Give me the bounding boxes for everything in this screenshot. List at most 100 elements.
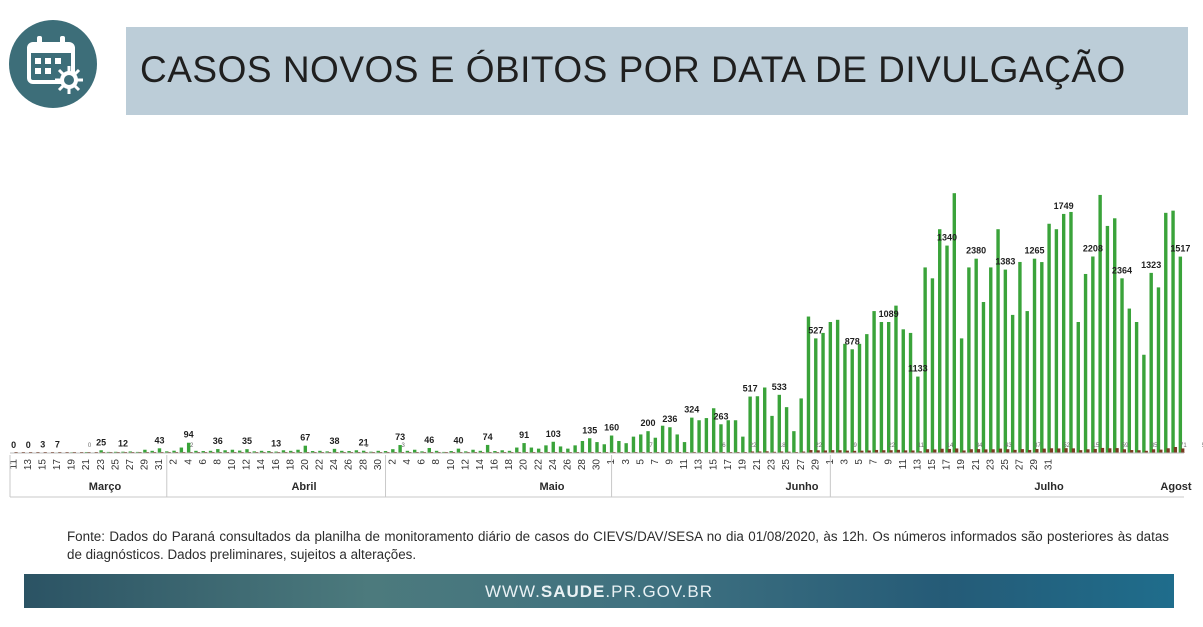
cases-bar [799,398,803,453]
x-tick-label: 4 [402,459,413,465]
cases-bar [471,449,475,453]
deaths-bar [838,450,842,453]
deaths-data-label: 15 [1093,443,1100,449]
cases-bar [106,451,111,453]
cases-bar [128,451,133,453]
x-tick-label: 22 [315,459,326,471]
cases-data-label: 1265 [1025,246,1045,256]
deaths-data-label: 37 [1034,443,1041,449]
deaths-bar [1035,449,1039,453]
cases-data-label: 324 [684,405,699,415]
cases-bar [267,451,271,453]
x-tick-label: 10 [446,459,457,471]
cases-data-label: 1749 [1054,201,1074,211]
cases-bar [442,451,446,453]
deaths-bar [1006,449,1010,453]
x-tick-label: 13 [912,459,923,471]
deaths-bar [940,448,944,453]
cases-bar [741,436,745,454]
x-tick-label: 25 [110,459,121,471]
deaths-bar [831,450,835,453]
cases-bar [748,396,752,453]
deaths-data-label: 2 [190,443,194,449]
cases-bar [230,449,235,453]
cases-bar [464,451,468,453]
deaths-bar [1115,448,1119,453]
cases-bar [646,431,650,453]
cases-bar [755,396,760,453]
cases-data-label: 35 [242,436,252,446]
cases-bar [281,450,286,453]
cases-bar [711,408,716,453]
x-tick-label: 9 [883,459,894,465]
cases-bar [609,435,614,453]
cases-bar [172,450,176,453]
deaths-data-label: 59 [1122,443,1129,449]
x-tick-label: 17 [52,459,63,471]
cases-bar [1091,256,1095,453]
deaths-bar [758,451,762,453]
cases-data-label: 236 [662,414,677,424]
deaths-bar [772,451,777,453]
deaths-bar [1071,448,1075,453]
deaths-bar [1137,450,1141,453]
x-tick-label: 9 [665,459,676,465]
cases-bar [354,450,359,453]
cases-bar [668,427,672,453]
x-tick-label: 3 [840,459,851,465]
cases-bar [201,451,205,453]
cases-bar [325,451,329,453]
deaths-data-label: 3 [401,443,405,449]
cases-bar [310,451,315,453]
cases-data-label: 517 [743,384,758,394]
deaths-bar [707,451,711,453]
deaths-data-label: 18 [779,443,786,449]
x-tick-label: 25 [781,459,792,471]
cases-bar [1076,322,1080,453]
cases-bar [1164,212,1168,453]
deaths-bar [1144,450,1148,453]
cases-bar [996,229,1000,453]
x-tick-label: 2 [169,459,180,465]
website-url[interactable]: WWW.SAUDE.PR.GOV.BR [24,582,1174,602]
deaths-bar [860,450,864,453]
deaths-bar [874,449,879,453]
cases-bar [1047,223,1051,453]
deaths-bar [750,451,755,453]
x-tick-label: 12 [242,459,253,471]
url-suffix: .PR.GOV.BR [605,582,714,601]
x-tick-label: 19 [67,459,78,471]
x-tick-label: 29 [810,459,821,471]
deaths-data-label: 1 [365,443,369,449]
cases-bar [923,267,927,453]
cases-bar [865,334,869,453]
cases-bar [916,376,920,453]
cases-data-label: 1089 [879,309,899,319]
cases-bar [456,448,461,453]
deaths-bar [947,448,952,453]
x-tick-label: 20 [519,459,530,471]
deaths-data-label: 34 [976,443,983,449]
cases-bar [398,445,402,453]
cases-bar [405,450,410,453]
x-tick-label: 27 [125,459,136,471]
deaths-bar [955,448,959,453]
month-label: Agost [1160,481,1192,493]
cases-bar [872,311,876,453]
cases-data-label: 2380 [966,246,986,256]
deaths-data-label: 71 [1180,443,1187,449]
cases-data-label: 0 [26,440,31,450]
cases-bar [1025,311,1029,453]
cases-bar [289,450,293,453]
deaths-bar [918,451,922,453]
cases-bar [792,431,796,453]
calendar-virus-icon [9,20,97,108]
deaths-data-label: 22 [815,443,822,449]
cases-bar [434,450,439,453]
cases-bar [376,450,380,453]
cases-bar [1178,256,1183,453]
x-tick-label: 31 [1044,459,1055,471]
cases-bar [558,446,563,453]
cases-bar [726,420,730,453]
